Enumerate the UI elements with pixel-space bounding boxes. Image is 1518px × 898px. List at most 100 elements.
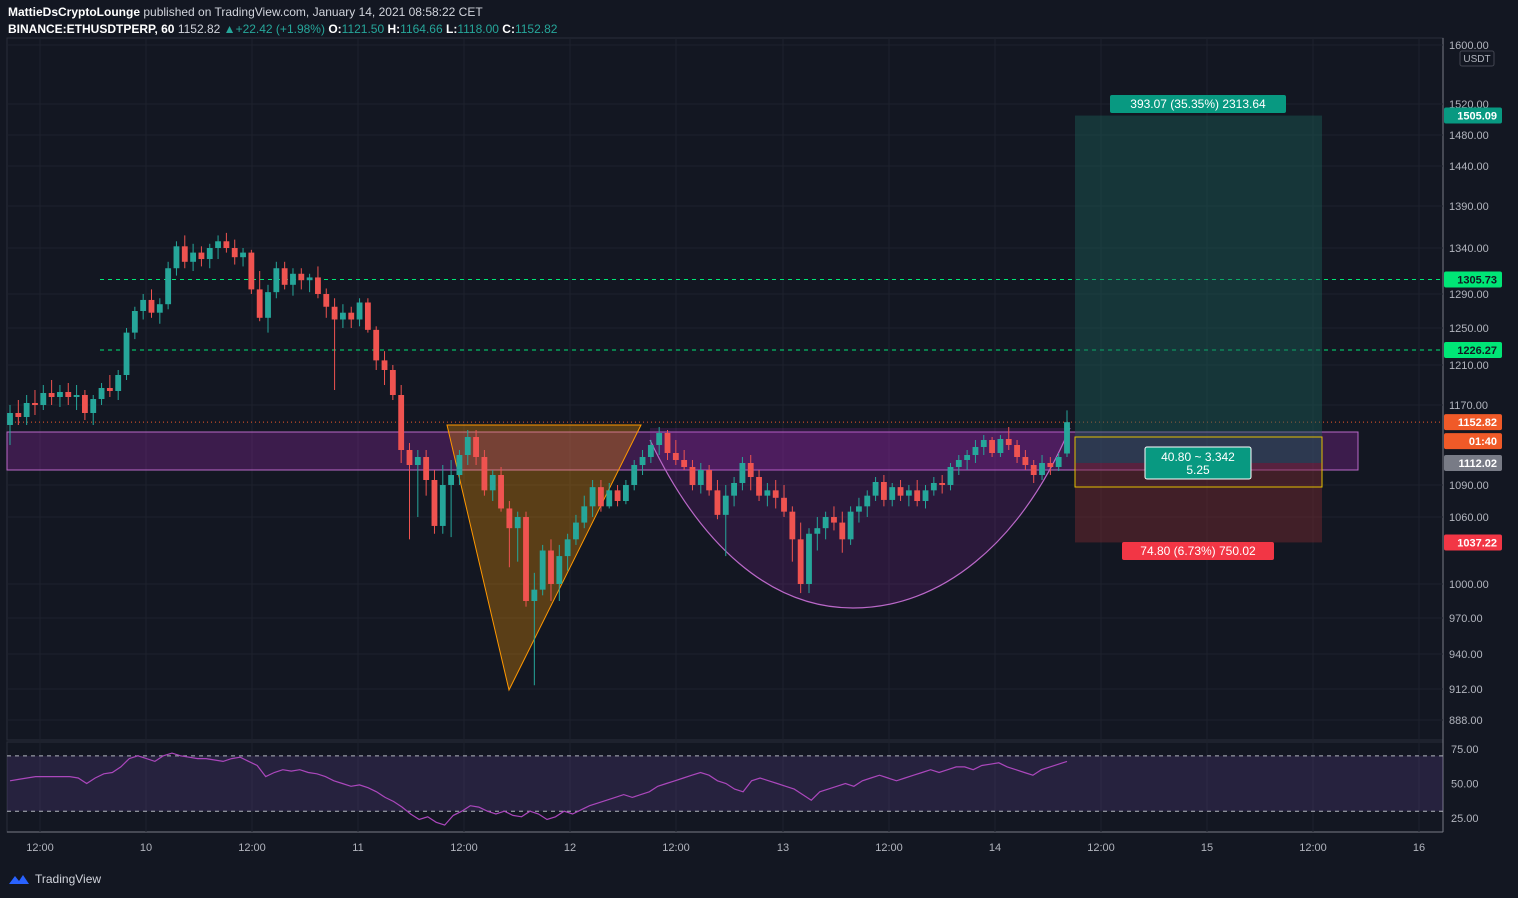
candle-body	[7, 413, 13, 425]
price-chart[interactable]: 1600.001520.001480.001440.001390.001340.…	[0, 0, 1518, 862]
tradingview-logo-icon	[9, 875, 29, 884]
candle-body	[756, 477, 762, 496]
candle-body	[15, 413, 22, 417]
price-tick-label: 1290.00	[1449, 289, 1489, 301]
candle-body	[331, 306, 338, 320]
price-axis-badge	[1444, 107, 1502, 124]
price-axis-badge	[1444, 433, 1502, 450]
price-axis-badge	[1444, 414, 1502, 431]
candle-body	[348, 312, 355, 320]
candle-body	[81, 395, 88, 413]
candle-body	[831, 517, 837, 523]
tradingview-brand[interactable]: TradingView	[8, 872, 101, 886]
last-price: 1152.82	[177, 22, 221, 36]
currency-box	[1459, 50, 1495, 67]
time-tick-label: 12:00	[662, 842, 690, 854]
candle-body	[614, 490, 621, 501]
candle-body	[23, 403, 30, 417]
candle-body	[98, 388, 105, 399]
candle-body	[789, 511, 796, 540]
candle-body	[215, 241, 221, 248]
price-tick-label: 1210.00	[1449, 360, 1489, 372]
candle-body	[1047, 463, 1054, 467]
candle-body	[747, 463, 754, 477]
candle-body	[647, 445, 654, 457]
candle-body	[381, 360, 388, 370]
candle-body	[223, 241, 230, 248]
candle-body	[839, 522, 846, 540]
candle-body	[306, 277, 313, 281]
candle-body	[290, 273, 296, 285]
candle-body	[65, 392, 72, 397]
candle-body	[581, 506, 588, 523]
candle-body	[1030, 465, 1037, 475]
candle-body	[922, 490, 929, 501]
time-tick-label: 12:00	[238, 842, 266, 854]
candle-body	[864, 495, 871, 507]
price-change: +22.42 (+1.98%)	[235, 22, 325, 36]
candle-body	[156, 304, 163, 313]
candle-body	[106, 388, 113, 391]
candle-body	[456, 455, 463, 475]
time-tick-label: 14	[989, 842, 1001, 854]
price-tick-label: 1440.00	[1449, 161, 1489, 173]
candle-body	[498, 475, 504, 509]
candle-body	[57, 392, 63, 397]
time-tick-label: 15	[1201, 842, 1213, 854]
price-tick-label: 1390.00	[1449, 201, 1489, 213]
target-label-bg	[1110, 95, 1286, 113]
candle-body	[198, 252, 205, 260]
price-axis-badge-text: 1226.27	[1457, 345, 1497, 357]
candle-body	[806, 533, 812, 584]
stop-label: 74.80 (6.73%) 750.02	[1140, 544, 1256, 558]
price-tick-label: 940.00	[1449, 649, 1483, 661]
candle-body	[989, 440, 996, 453]
candle-body	[631, 465, 638, 485]
candle-body	[464, 437, 471, 455]
entry-highlight-box	[1074, 436, 1323, 488]
price-axis-badge	[1444, 454, 1502, 471]
candle-body	[398, 395, 405, 450]
rounded-bottom-fill	[650, 428, 1070, 608]
ratio-label-line2: 5.25	[1186, 463, 1210, 477]
price-axis-badge-text: 1112.02	[1458, 458, 1497, 470]
candle-body	[905, 490, 912, 496]
ratio-label-line1: 40.80 ~ 3.342	[1161, 450, 1235, 464]
candle-body	[622, 485, 629, 501]
symbol-label[interactable]: BINANCE:ETHUSDTPERP, 60	[8, 22, 175, 36]
price-axis-badge	[1444, 341, 1502, 358]
time-tick-label: 10	[140, 842, 152, 854]
candle-body	[664, 433, 671, 453]
candle-body	[148, 299, 155, 313]
candle-body	[364, 302, 371, 330]
candle-body	[448, 475, 455, 485]
candle-body	[689, 467, 696, 485]
candle-body	[731, 483, 737, 496]
change-up-icon: ▲	[223, 22, 236, 36]
publisher-name[interactable]: MattieDsCryptoLounge	[8, 5, 140, 19]
brand-text: TradingView	[35, 872, 102, 886]
target-label: 393.07 (35.35%) 2313.64	[1130, 97, 1266, 111]
price-axis-badge-text: 1152.82	[1458, 417, 1497, 429]
candle-body	[822, 517, 829, 529]
candle-body	[140, 299, 147, 311]
low-value: 1118.00	[457, 22, 499, 36]
candle-body	[315, 277, 321, 294]
candle-body	[373, 329, 380, 361]
candle-body	[914, 490, 921, 501]
candle-body	[48, 393, 55, 397]
candle-body	[123, 332, 130, 375]
currency-label: USDT	[1463, 54, 1490, 65]
rsi-line	[9, 752, 1068, 826]
time-tick-label: 12:00	[450, 842, 478, 854]
time-tick-label: 12:00	[26, 842, 54, 854]
candle-body	[181, 246, 188, 262]
ratio-label-bg	[1144, 446, 1252, 480]
candle-body	[889, 487, 896, 500]
rounded-bottom-curve	[649, 427, 1071, 609]
candle-body	[1064, 422, 1070, 454]
candle-body	[589, 487, 596, 507]
candle-body	[872, 482, 879, 496]
candle-body	[190, 252, 197, 262]
candle-body	[414, 457, 421, 465]
